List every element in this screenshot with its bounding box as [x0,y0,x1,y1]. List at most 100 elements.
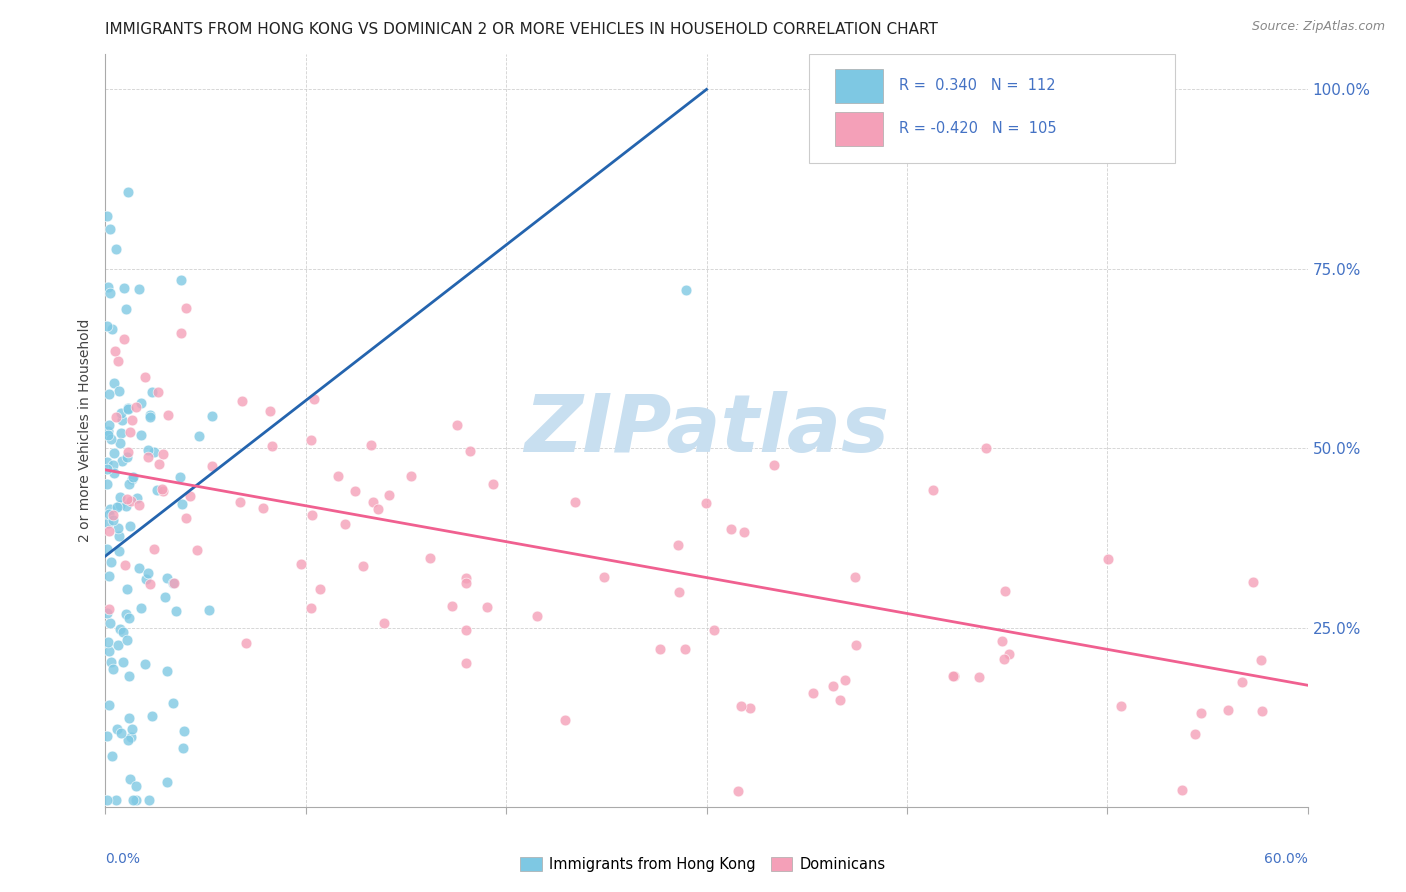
Point [97,418,120,433]
Point [103,343,125,358]
Point [308,582,330,597]
Point [738,701,761,715]
Point [98,524,121,538]
Point [378,488,401,502]
Point [98,507,121,521]
Point [121,472,143,486]
Point [110,406,132,420]
Point [96,454,118,468]
Point [419,550,441,565]
Point [703,623,725,637]
Point [96,793,118,807]
Point [942,669,965,683]
Point [118,477,141,491]
Legend: Immigrants from Hong Kong, Dominicans: Immigrants from Hong Kong, Dominicans [515,851,891,878]
Point [260,439,283,453]
Point [593,570,616,584]
Text: IMMIGRANTS FROM HONG KONG VS DOMINICAN 2 OR MORE VEHICLES IN HOUSEHOLD CORRELATI: IMMIGRANTS FROM HONG KONG VS DOMINICAN 2… [105,22,938,37]
Point [139,577,162,591]
Point [763,458,786,473]
Point [554,713,576,727]
Point [105,410,128,425]
Point [98,602,121,616]
Point [454,575,477,590]
Point [103,376,125,391]
Point [122,793,145,807]
Y-axis label: 2 or more Vehicles in Household: 2 or more Vehicles in Household [79,318,93,542]
Text: 0.0%: 0.0% [105,852,141,866]
Point [114,500,136,514]
Point [120,425,142,440]
Point [174,301,197,315]
Point [100,655,122,669]
Point [326,469,349,483]
Point [564,494,586,508]
Point [845,638,868,652]
Point [107,521,129,535]
Point [156,775,179,789]
Point [1250,653,1272,667]
Point [105,500,128,514]
Point [727,784,749,798]
Point [118,772,141,786]
Point [695,496,717,510]
Point [125,779,148,793]
Point [98,221,121,235]
Point [122,470,145,484]
Point [360,438,382,452]
Point [118,519,141,533]
Point [333,516,356,531]
Point [108,498,131,512]
Point [128,282,150,296]
Point [172,741,194,756]
Text: ZIPatlas: ZIPatlas [524,392,889,469]
Point [101,458,124,472]
Point [145,483,167,498]
Point [103,446,125,460]
Point [169,470,191,484]
Point [100,433,122,447]
Point [990,633,1012,648]
Point [125,793,148,807]
Point [1097,551,1119,566]
Point [111,413,134,427]
Point [138,442,160,457]
Point [138,793,160,807]
Bar [835,69,883,103]
Point [399,468,422,483]
Point [118,611,141,625]
Point [373,616,395,631]
Point [458,444,481,458]
Point [129,428,152,442]
Point [1109,699,1132,714]
Point [96,607,118,621]
Point [169,273,191,287]
Point [98,616,121,631]
Point [96,476,118,491]
Point [998,647,1021,661]
Point [136,450,159,464]
Point [648,642,671,657]
Point [454,623,477,637]
Point [162,576,184,591]
Point [120,494,142,508]
Point [156,664,179,678]
Text: Source: ZipAtlas.com: Source: ZipAtlas.com [1251,20,1385,33]
Point [101,662,124,676]
Point [108,384,131,398]
Point [114,607,136,621]
Point [477,600,499,615]
Point [1216,702,1239,716]
Bar [835,112,883,146]
Point [121,723,143,737]
Point [98,285,121,300]
Point [187,429,209,443]
Point [96,542,118,557]
Point [131,600,153,615]
Point [139,410,162,425]
Point [162,696,184,710]
Point [1241,575,1264,590]
Point [367,501,389,516]
Point [170,326,193,341]
Point [152,447,174,461]
